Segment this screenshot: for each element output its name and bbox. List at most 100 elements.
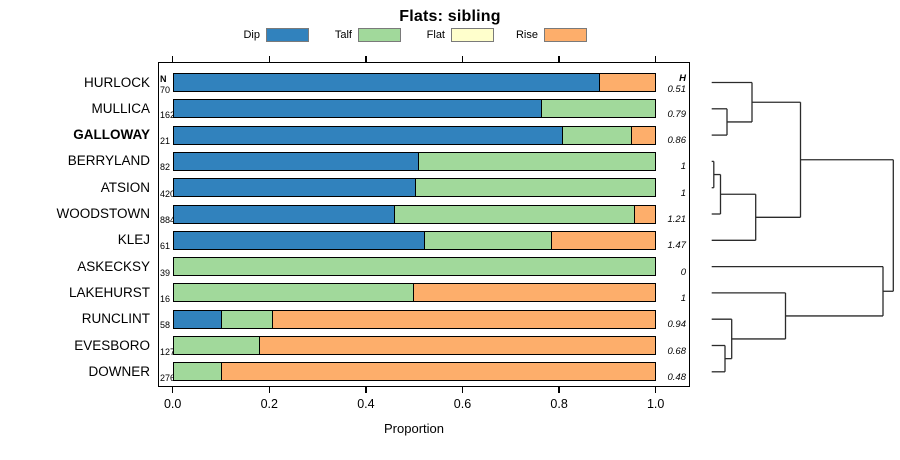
bar-segment-rise bbox=[412, 283, 656, 303]
legend-label: Talf bbox=[334, 29, 352, 41]
h-value: 0.48 bbox=[667, 371, 687, 383]
n-value: 70 bbox=[160, 84, 171, 95]
bar-runclint bbox=[172, 309, 656, 329]
bar-segment-dip bbox=[172, 151, 420, 171]
x-axis-tick-top bbox=[171, 56, 174, 62]
bar-segment-dip bbox=[172, 309, 223, 329]
x-axis-tick-label: 0.2 bbox=[260, 397, 278, 411]
n-value: 420 bbox=[160, 188, 176, 199]
bar-mullica bbox=[172, 99, 656, 119]
bar-klej bbox=[172, 230, 656, 250]
bar-segment-talf bbox=[172, 336, 261, 355]
x-axis-tick-label: 0.0 bbox=[163, 397, 182, 411]
legend-item-talf: Talf bbox=[320, 28, 401, 42]
x-axis-tick-top bbox=[558, 56, 560, 62]
row-label-klej: KLEJ bbox=[117, 232, 150, 248]
x-axis-tick-bottom bbox=[461, 387, 464, 393]
chart-title: Flats: sibling bbox=[399, 8, 501, 25]
row-label-lakehurst: LAKEHURST bbox=[68, 284, 150, 300]
bar-berryland bbox=[172, 151, 656, 171]
legend-label: Dip bbox=[243, 29, 260, 41]
legend-item-rise: Rise bbox=[506, 28, 587, 42]
legend-label: Rise bbox=[515, 29, 538, 41]
x-axis-tick-label: 0.6 bbox=[453, 397, 472, 411]
row-label-evesboro: EVESBORO bbox=[74, 337, 150, 353]
bar-segment-dip bbox=[172, 178, 417, 198]
bar-galloway bbox=[172, 125, 656, 145]
bar-segment-talf bbox=[220, 309, 274, 329]
n-value: 58 bbox=[160, 320, 171, 331]
row-label-woodstown: WOODSTOWN bbox=[56, 206, 151, 221]
n-value: 127 bbox=[160, 346, 176, 357]
h-value: 1 bbox=[680, 187, 686, 199]
row-label-mullica: MULLICA bbox=[91, 100, 150, 116]
x-axis-tick-top bbox=[461, 56, 464, 62]
n-value: 82 bbox=[160, 162, 171, 173]
bar-segment-dip bbox=[172, 125, 564, 145]
legend-swatch-rise bbox=[544, 28, 587, 42]
bar-segment-talf bbox=[415, 178, 656, 198]
x-axis-tick-top bbox=[268, 56, 271, 62]
h-value: 0.79 bbox=[667, 108, 687, 120]
bar-segment-talf bbox=[172, 362, 223, 382]
bar-segment-talf bbox=[394, 204, 636, 224]
bar-segment-dip bbox=[172, 204, 396, 224]
h-value: 1.21 bbox=[667, 214, 687, 225]
n-value: 162 bbox=[160, 109, 176, 120]
n-value: 16 bbox=[160, 293, 171, 304]
bar-woodstown bbox=[172, 204, 656, 224]
legend-item-dip: Dip bbox=[228, 28, 309, 42]
row-label-downer: DOWNER bbox=[88, 363, 151, 379]
n-column-header: N bbox=[160, 73, 167, 84]
bar-segment-dip bbox=[172, 99, 543, 119]
h-value: 1 bbox=[680, 161, 686, 173]
x-axis-tick-bottom bbox=[365, 387, 367, 393]
bar-downer bbox=[172, 362, 656, 382]
n-value: 39 bbox=[160, 267, 171, 278]
bar-hurlock bbox=[172, 73, 656, 92]
h-value: 0.86 bbox=[667, 135, 687, 147]
bar-lakehurst bbox=[172, 283, 656, 303]
legend-label: Flat bbox=[426, 29, 445, 41]
plot-area-border bbox=[158, 62, 690, 387]
x-axis-tick-bottom bbox=[558, 387, 560, 393]
h-value: 0 bbox=[680, 266, 686, 278]
legend: Dip Talf Flat Rise bbox=[0, 28, 900, 46]
x-axis-tick-bottom bbox=[654, 387, 657, 393]
x-axis-tick-bottom bbox=[171, 387, 174, 393]
x-axis-tick-top bbox=[365, 56, 367, 62]
x-axis-title: Proportion bbox=[384, 421, 444, 436]
h-value: 1 bbox=[680, 292, 686, 304]
bar-segment-talf bbox=[172, 283, 415, 303]
n-value: 21 bbox=[160, 136, 171, 147]
bar-segment-rise bbox=[550, 230, 656, 250]
row-label-hurlock: HURLOCK bbox=[83, 74, 150, 90]
h-value: 0.51 bbox=[667, 83, 687, 95]
bar-segment-rise bbox=[258, 336, 656, 355]
x-axis-tick-label: 1.0 bbox=[646, 397, 665, 411]
legend-swatch-dip bbox=[266, 28, 309, 42]
bar-evesboro bbox=[172, 336, 656, 355]
h-value: 1.47 bbox=[667, 240, 687, 252]
h-value: 0.68 bbox=[667, 345, 687, 357]
bar-segment-rise bbox=[633, 204, 656, 224]
n-value: 276 bbox=[160, 372, 176, 383]
x-axis-tick-top bbox=[654, 56, 657, 62]
bar-segment-dip bbox=[172, 230, 426, 250]
legend-swatch-talf bbox=[358, 28, 401, 42]
bar-segment-dip bbox=[172, 73, 601, 92]
bar-segment-rise bbox=[220, 362, 656, 382]
x-axis-tick-label: 0.4 bbox=[357, 397, 375, 411]
n-value: 884 bbox=[160, 215, 176, 225]
row-label-askecksy: ASKECKSY bbox=[77, 258, 150, 274]
bar-segment-talf bbox=[172, 257, 656, 277]
bar-askecksy bbox=[172, 257, 656, 277]
legend-item-flat: Flat bbox=[413, 28, 494, 42]
bar-segment-talf bbox=[562, 125, 633, 145]
x-axis-tick-label: 0.8 bbox=[550, 397, 568, 411]
row-label-atsion: ATSION bbox=[100, 179, 150, 195]
row-label-runclint: RUNCLINT bbox=[81, 311, 150, 327]
row-label-berryland: BERRYLAND bbox=[67, 153, 150, 169]
bar-atsion bbox=[172, 178, 656, 198]
